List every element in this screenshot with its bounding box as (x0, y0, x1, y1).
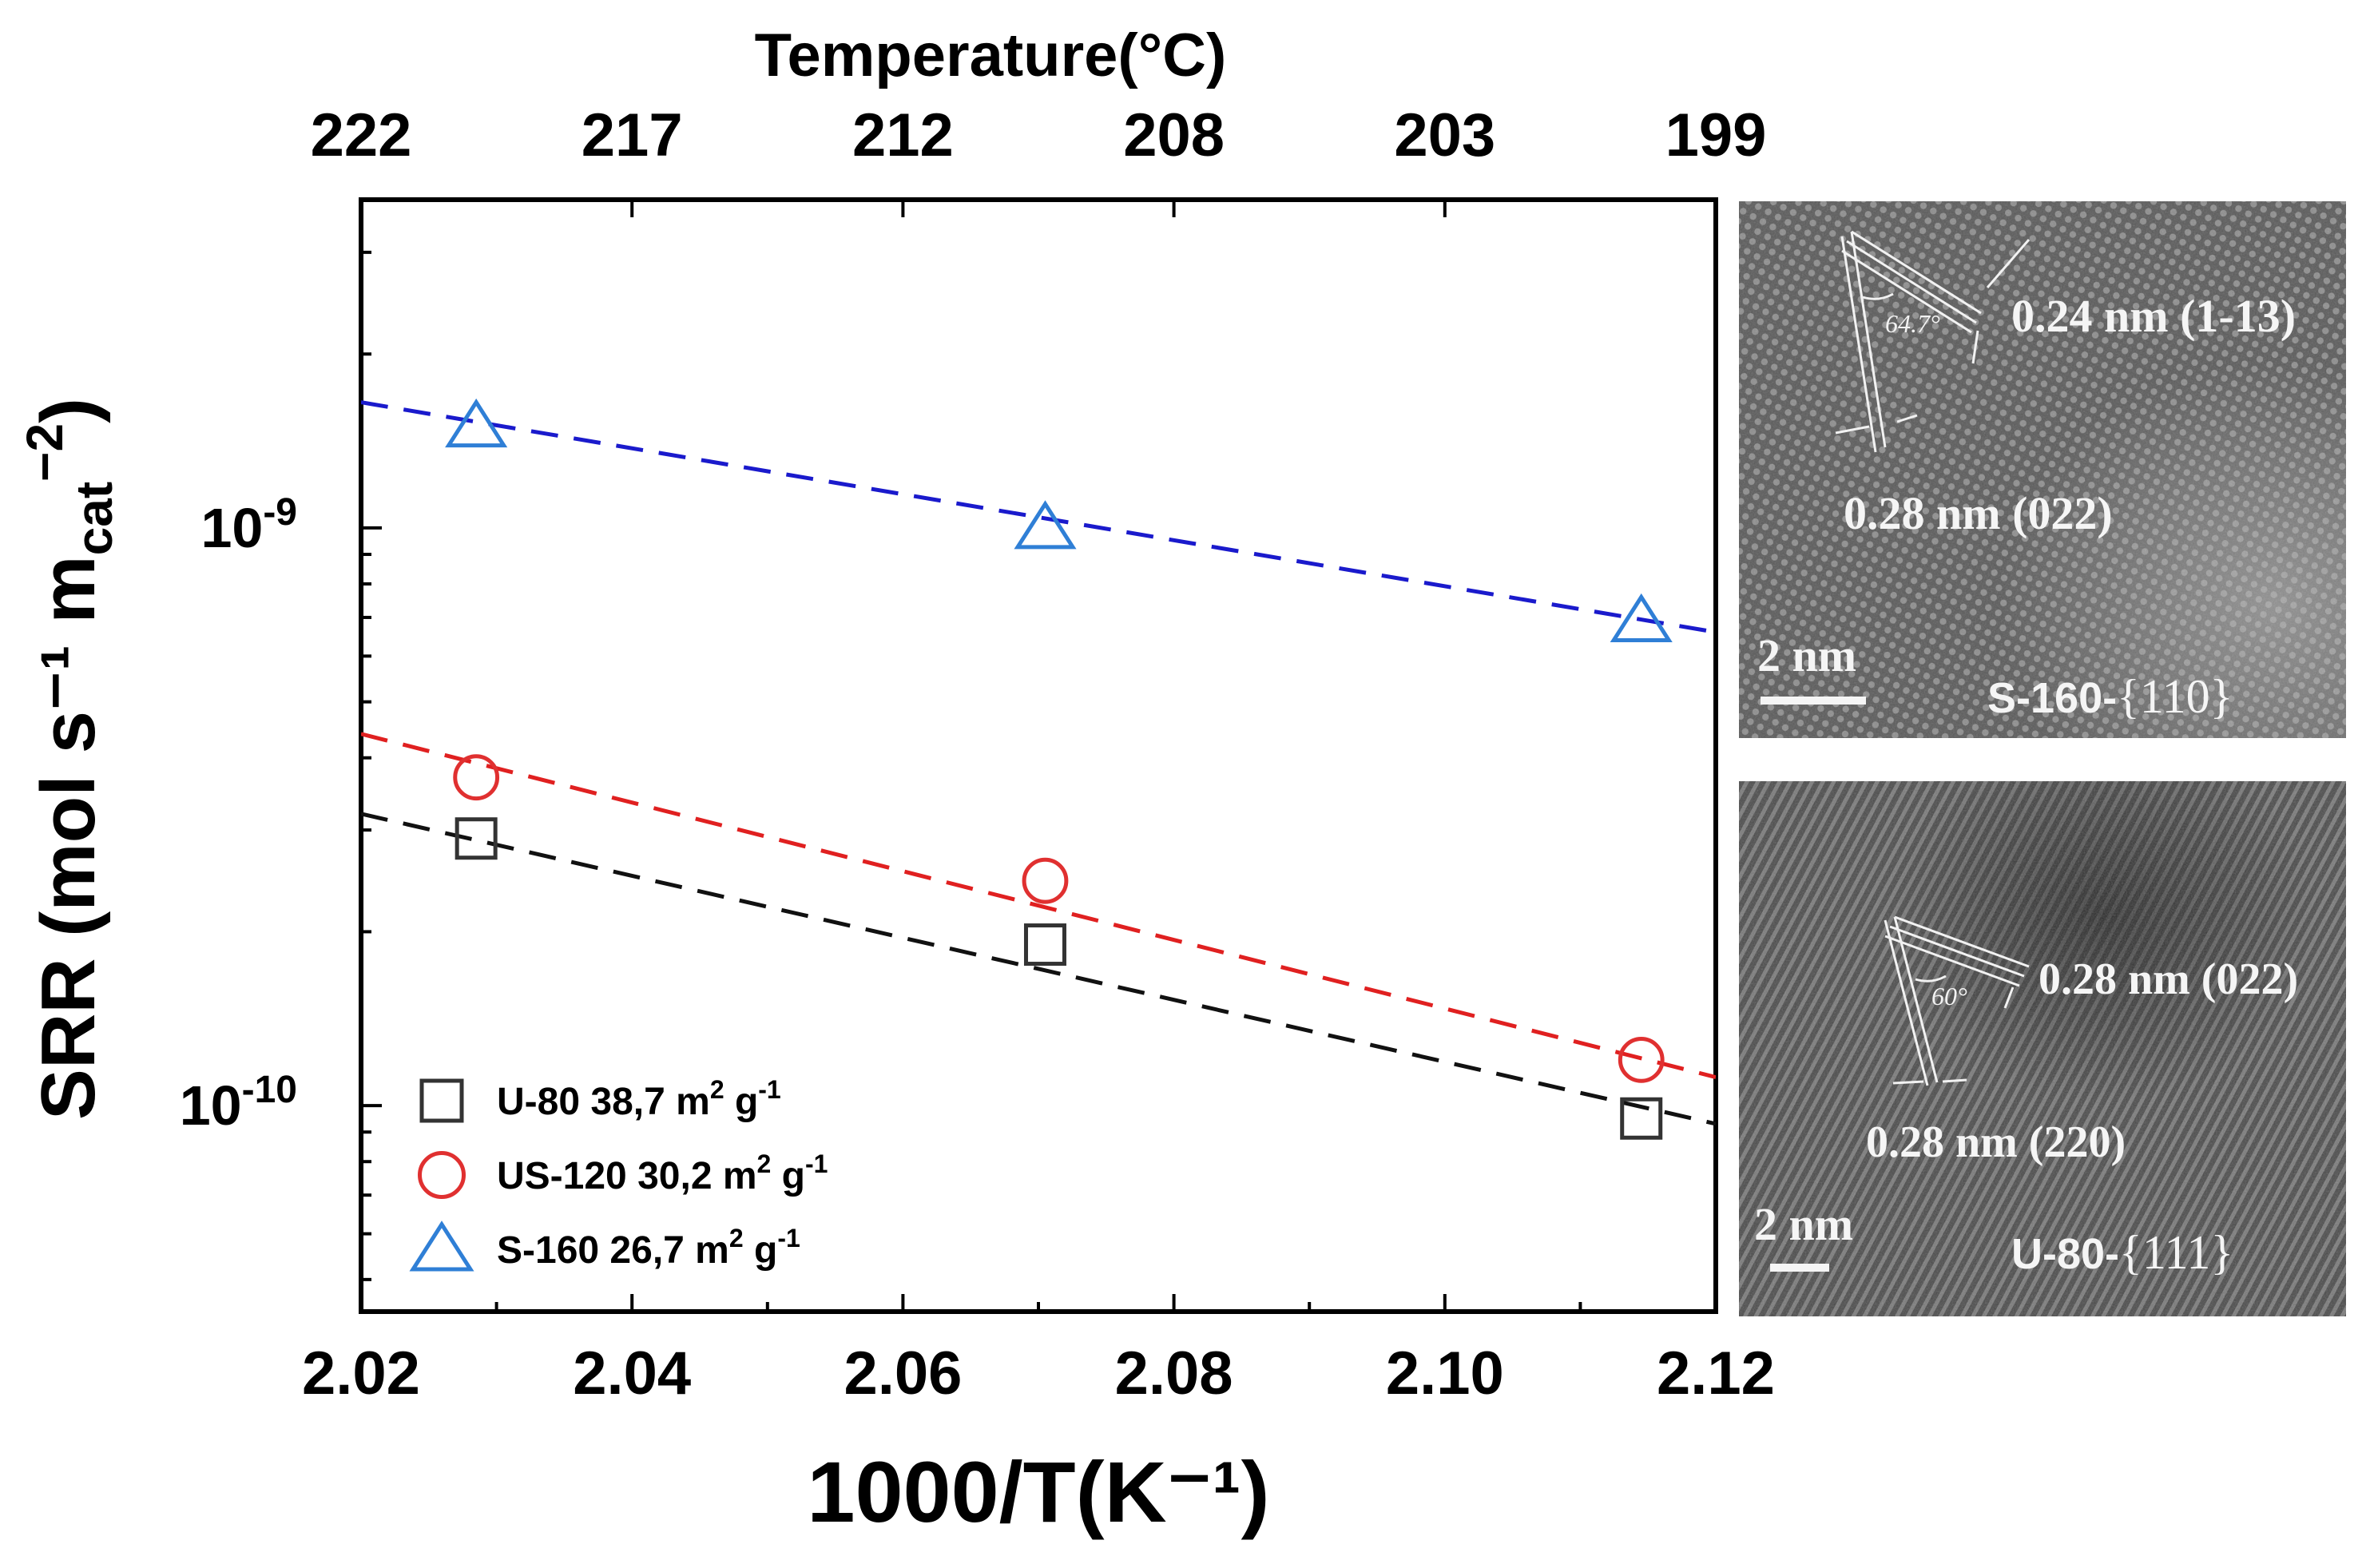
x-tick-label: 2.04 (573, 1340, 691, 1407)
x-tick-label: 2.06 (844, 1340, 962, 1407)
data-markers (445, 398, 1673, 1140)
tem-image-u80: 60° 0.28 nm (022) 0.28 nm (220) 2 nm U-8… (1739, 781, 2346, 1316)
s160-lattice-guides (1835, 230, 2031, 453)
top-axis-ticks: 222 217 212 208 203 199 (311, 101, 1767, 169)
top-tick-label: 208 (1123, 101, 1225, 169)
fit-line (361, 732, 1716, 1079)
legend-marker-square (419, 1078, 464, 1123)
x-tick-label: 2.08 (1115, 1340, 1233, 1407)
s160-scale-bar (1761, 697, 1866, 705)
s160-angle: 64.7° (1885, 309, 1940, 338)
data-point-triangle (1014, 500, 1077, 550)
s160-spacing-1: 0.24 nm (1-13) (2011, 290, 2296, 342)
tem-image-s160: 64.7° 0.24 nm (1-13) 0.28 nm (022) 2 nm … (1739, 201, 2346, 738)
x-axis-title: 1000/T(K⁻¹) (807, 1443, 1269, 1540)
data-point-square (455, 817, 498, 860)
data-point-circle (1618, 1036, 1665, 1083)
top-tick-label: 199 (1665, 101, 1767, 169)
legend-marker-circle (418, 1151, 466, 1199)
x-tick-label: 2.10 (1386, 1340, 1504, 1407)
y-tick-labels: 10-9 10-10 (180, 491, 297, 1137)
data-point-circle (1022, 857, 1069, 904)
data-point-triangle (445, 398, 508, 448)
u80-angle: 60° (1931, 982, 1967, 1010)
u80-spacing-2: 0.28 nm (220) (1866, 1117, 2126, 1167)
y-axis-title-sub: cat (66, 482, 123, 556)
s160-scale-label: 2 nm (1757, 629, 1856, 681)
s160-label: S-160-{110} (1987, 670, 2233, 723)
legend-label: U-80 38,7 m2 g-1 (497, 1075, 781, 1123)
data-point-triangle (1610, 593, 1673, 642)
fit-line (361, 812, 1716, 1126)
legend: U-80 38,7 m2 g-1 US-120 30,2 m2 g-1 S-160 … (409, 1075, 828, 1272)
u80-scale-label: 2 nm (1754, 1198, 1853, 1250)
y-axis-title-close: ) (26, 398, 111, 423)
data-point-square (1023, 923, 1066, 967)
u80-label: U-80-{111} (2011, 1226, 2233, 1279)
x-tick-label: 2.12 (1657, 1340, 1775, 1407)
top-axis-title: Temperature(°C) (755, 22, 1227, 89)
top-tick-label: 222 (311, 101, 412, 169)
y-axis-title: SRR (mol s⁻¹ mcat−2) (16, 398, 123, 1120)
fit-lines (361, 400, 1716, 1126)
data-point-circle (453, 754, 500, 801)
plot-frame (359, 197, 1718, 1314)
legend-label: US-120 30,2 m2 g-1 (497, 1149, 828, 1197)
u80-spacing-1: 0.28 nm (022) (2039, 955, 2298, 1004)
top-tick-label: 203 (1394, 101, 1495, 169)
s160-spacing-2: 0.28 nm (022) (1844, 487, 2113, 539)
top-tick-label: 217 (582, 101, 683, 169)
axis-ticks (359, 200, 1717, 1312)
y-axis-title-sup: −2 (16, 423, 73, 482)
u80-scale-bar (1770, 1264, 1829, 1272)
legend-marker-triangle (409, 1221, 474, 1272)
y-tick-label: 10-9 (200, 491, 297, 559)
u80-lattice-guides (1884, 915, 2030, 1086)
y-tick-label: 10-10 (180, 1069, 297, 1137)
x-tick-labels: 2.02 2.04 2.06 2.08 2.10 2.12 (302, 1340, 1775, 1407)
top-tick-label: 212 (852, 101, 954, 169)
y-axis-title-main: SRR (mol s⁻¹ m (26, 555, 111, 1120)
x-tick-label: 2.02 (302, 1340, 420, 1407)
data-point-square (1620, 1097, 1663, 1140)
legend-label: S-160 26,7 m2 g-1 (497, 1224, 800, 1272)
fit-line (361, 400, 1716, 634)
